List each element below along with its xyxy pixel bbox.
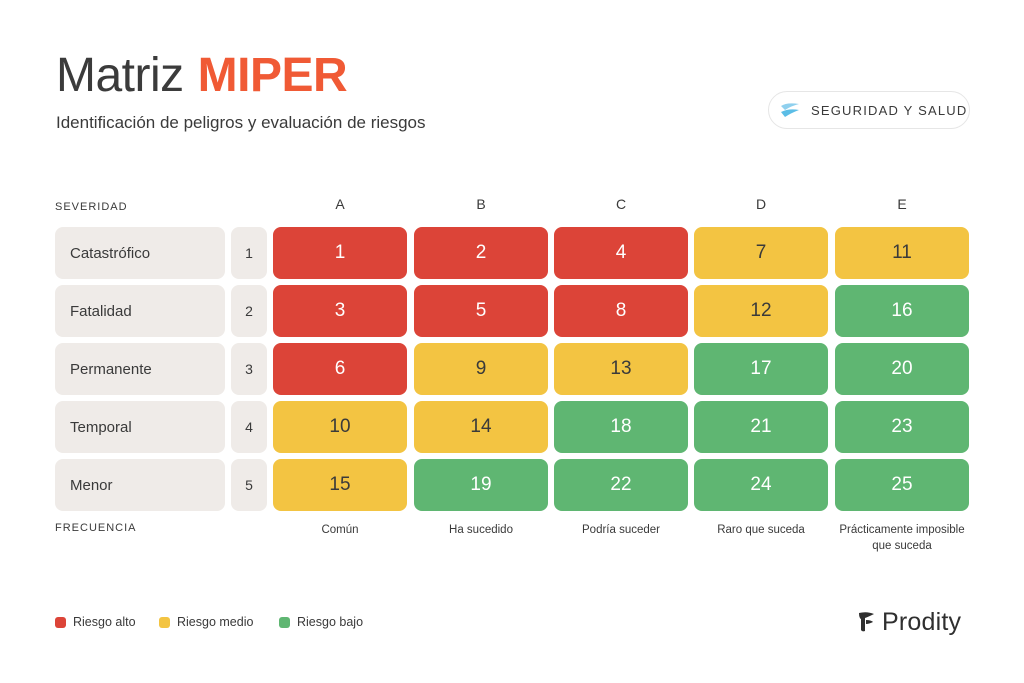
page-title: Matriz MIPER xyxy=(56,48,348,104)
legend-item-medium: Riesgo medio xyxy=(159,615,253,629)
risk-cell: 9 xyxy=(414,343,548,395)
risk-cell: 23 xyxy=(835,401,969,453)
risk-cell: 14 xyxy=(414,401,548,453)
risk-cell: 12 xyxy=(694,285,828,337)
title-main: Matriz xyxy=(56,49,184,102)
risk-cell: 2 xyxy=(414,227,548,279)
risk-cell: 5 xyxy=(414,285,548,337)
legend-label: Riesgo medio xyxy=(177,615,254,629)
legend-label: Riesgo bajo xyxy=(297,615,364,629)
column-header-c: C xyxy=(615,196,627,212)
legend-label: Riesgo alto xyxy=(73,615,136,629)
risk-cell: 4 xyxy=(554,227,688,279)
risk-cell: 25 xyxy=(835,459,969,511)
severity-row-number: 5 xyxy=(231,459,267,511)
column-header-e: E xyxy=(897,196,907,212)
risk-cell: 19 xyxy=(414,459,548,511)
legend-item-high: Riesgo alto xyxy=(55,615,136,629)
risk-cell: 15 xyxy=(273,459,407,511)
severity-row-label: Permanente xyxy=(55,343,225,395)
legend-swatch-low xyxy=(279,616,290,628)
risk-cell: 16 xyxy=(835,285,969,337)
risk-cell: 11 xyxy=(835,227,969,279)
risk-cell: 10 xyxy=(273,401,407,453)
category-badge: SEGURIDAD Y SALUD xyxy=(768,91,970,129)
severity-row-number: 3 xyxy=(231,343,267,395)
risk-cell: 17 xyxy=(694,343,828,395)
frequency-label-e: Prácticamente imposible que suceda xyxy=(839,524,965,552)
column-header-a: A xyxy=(335,196,345,212)
risk-cell: 6 xyxy=(273,343,407,395)
badge-label: SEGURIDAD Y SALUD xyxy=(811,102,968,118)
risk-cell: 21 xyxy=(694,401,828,453)
column-header-d: D xyxy=(755,196,767,212)
title-accent: MIPER xyxy=(197,49,348,102)
severity-row-number: 1 xyxy=(231,227,267,279)
risk-cell: 13 xyxy=(554,343,688,395)
frequency-label-c: Podría suceder xyxy=(582,524,660,536)
legend-item-low: Riesgo bajo xyxy=(279,615,363,629)
frequency-axis-label: FRECUENCIA xyxy=(55,522,137,534)
page-subtitle: Identificación de peligros y evaluación … xyxy=(56,113,426,132)
severity-row-label: Temporal xyxy=(55,401,225,453)
frequency-label-b: Ha sucedido xyxy=(449,524,513,536)
legend-swatch-medium xyxy=(159,616,170,628)
severity-row-label: Fatalidad xyxy=(55,285,225,337)
brand-logo: Prodity xyxy=(856,606,961,638)
frequency-label-a: Común xyxy=(321,524,359,536)
risk-cell: 22 xyxy=(554,459,688,511)
risk-cell: 20 xyxy=(835,343,969,395)
legend-swatch-high xyxy=(55,616,66,628)
frequency-label-d: Raro que suceda xyxy=(717,524,805,536)
risk-cell: 8 xyxy=(554,285,688,337)
severity-axis-label: SEVERIDAD xyxy=(55,201,128,213)
risk-cell: 3 xyxy=(273,285,407,337)
severity-row-label: Catastrófico xyxy=(55,227,225,279)
prodity-logo-icon xyxy=(856,610,876,634)
risk-cell: 7 xyxy=(694,227,828,279)
risk-cell: 24 xyxy=(694,459,828,511)
severity-row-label: Menor xyxy=(55,459,225,511)
severity-row-number: 2 xyxy=(231,285,267,337)
risk-cell: 18 xyxy=(554,401,688,453)
shield-stripes-icon xyxy=(779,101,801,119)
severity-row-number: 4 xyxy=(231,401,267,453)
risk-cell: 1 xyxy=(273,227,407,279)
column-header-b: B xyxy=(476,196,486,212)
brand-name: Prodity xyxy=(882,607,962,636)
